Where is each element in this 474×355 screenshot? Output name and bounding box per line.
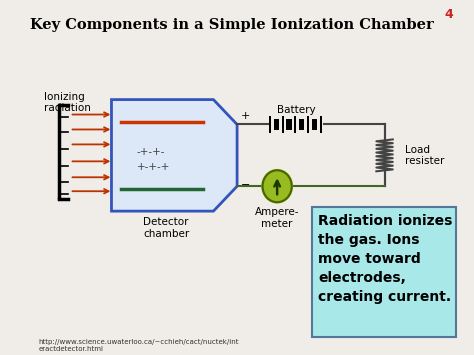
Bar bbox=[312, 119, 317, 131]
Circle shape bbox=[263, 170, 292, 202]
Text: Detector
chamber: Detector chamber bbox=[143, 217, 189, 239]
Text: +: + bbox=[241, 110, 250, 120]
Polygon shape bbox=[111, 100, 237, 211]
FancyBboxPatch shape bbox=[312, 207, 456, 337]
Text: Ionizing
radiation: Ionizing radiation bbox=[44, 92, 91, 113]
Text: 4: 4 bbox=[444, 8, 453, 21]
Text: Battery: Battery bbox=[277, 105, 316, 115]
Text: Load
resister: Load resister bbox=[405, 144, 444, 166]
Bar bbox=[299, 119, 304, 131]
Bar bbox=[320, 115, 322, 133]
Text: Key Components in a Simple Ionization Chamber: Key Components in a Simple Ionization Ch… bbox=[30, 18, 434, 32]
Bar bbox=[307, 115, 309, 133]
Text: -+-+-: -+-+- bbox=[137, 147, 165, 157]
Bar bbox=[269, 115, 271, 133]
Bar bbox=[294, 115, 296, 133]
Text: +-+-+: +-+-+ bbox=[137, 162, 170, 172]
Text: −: − bbox=[241, 180, 250, 190]
Text: Radiation ionizes
the gas. Ions
move toward
electrodes,
creating current.: Radiation ionizes the gas. Ions move tow… bbox=[318, 214, 453, 304]
Bar bbox=[286, 119, 292, 131]
Bar bbox=[282, 115, 283, 133]
Text: http://www.science.uwaterloo.ca/~cchieh/cact/nuctek/int
eractdetector.html: http://www.science.uwaterloo.ca/~cchieh/… bbox=[39, 339, 239, 351]
Text: Ampere-
meter: Ampere- meter bbox=[255, 207, 300, 229]
Bar bbox=[273, 119, 279, 131]
